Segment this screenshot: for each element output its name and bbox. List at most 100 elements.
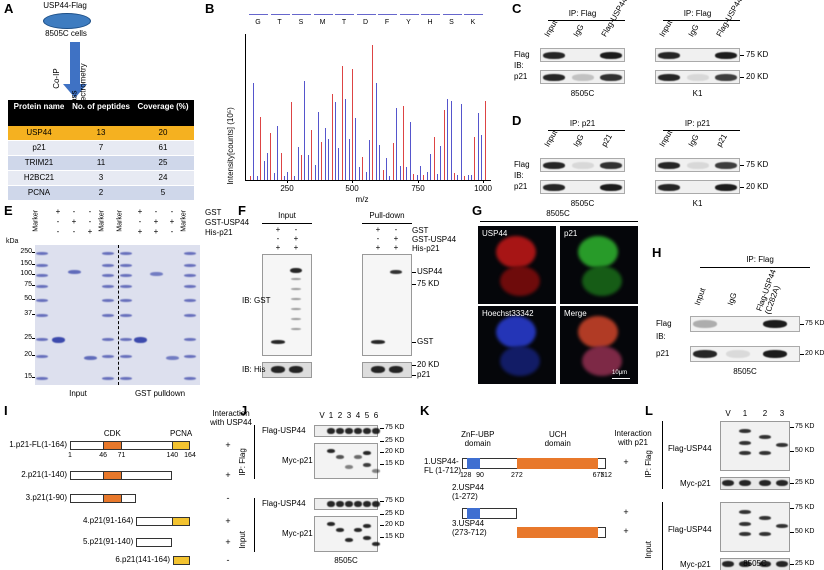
band: [102, 264, 114, 267]
peak: [365, 171, 367, 180]
band: [327, 501, 335, 507]
peak: [406, 167, 408, 180]
band: [289, 366, 303, 373]
label: 10μm: [612, 370, 628, 376]
label: 20: [24, 351, 32, 358]
label: 75 KD: [417, 279, 440, 288]
label: 20 KD: [746, 72, 769, 81]
table-row: [8, 186, 194, 201]
panel-letter: B: [205, 1, 215, 16]
channel-label: Merge: [564, 309, 587, 318]
label: Intensity[counts] (10⁵): [226, 107, 236, 185]
band: [327, 428, 335, 434]
interaction-result: +: [623, 526, 629, 536]
interaction-result: +: [623, 507, 629, 517]
marker-dash: [790, 508, 794, 509]
label: Myc-p21: [680, 560, 711, 569]
domain: [467, 458, 480, 469]
cell: [578, 236, 618, 268]
band: [36, 314, 48, 317]
label: 8505C: [334, 556, 358, 565]
interaction-result: +: [225, 440, 231, 450]
sign: +: [169, 217, 175, 226]
peak: [375, 82, 377, 180]
tick: [32, 299, 35, 300]
lane-label: IgG: [686, 22, 701, 39]
label: UCH domain: [544, 430, 571, 448]
sign: +: [393, 243, 399, 252]
band: [336, 528, 344, 532]
ion-bracket: [292, 14, 311, 15]
peak: [263, 160, 265, 180]
marker-label: 50 KD: [795, 528, 815, 535]
band: [686, 162, 709, 169]
marker-label: 20 KD: [385, 521, 405, 528]
blot: [362, 362, 412, 378]
label: IP: Flag: [238, 448, 248, 476]
panel-letter: I: [4, 403, 8, 418]
band: [120, 299, 132, 302]
peak: [484, 101, 486, 180]
label: 140: [166, 452, 179, 459]
band: [600, 162, 622, 169]
peak: [253, 82, 255, 180]
marker-dash: [790, 427, 794, 428]
label: 15: [24, 373, 32, 380]
table-header-cell: Coverage (%): [137, 102, 189, 111]
residue: H: [427, 19, 433, 26]
band: [291, 288, 301, 290]
band: [102, 314, 114, 317]
label: kDa: [6, 238, 19, 245]
band: [715, 52, 737, 59]
label: His-p21: [412, 244, 440, 253]
label: 28: [463, 472, 472, 479]
label: 8505C: [733, 367, 757, 376]
band: [102, 274, 114, 277]
construct: [136, 538, 173, 547]
lane-label: 6: [373, 411, 379, 420]
label: IP: p21: [684, 119, 711, 128]
tick: [287, 180, 288, 183]
label: 1000: [474, 184, 492, 193]
band: [715, 184, 737, 191]
band: [739, 522, 751, 526]
ip-line: [663, 20, 740, 21]
band: [715, 162, 737, 169]
peak: [250, 176, 251, 180]
peak: [348, 139, 350, 180]
band: [543, 52, 565, 59]
label: USP44: [417, 267, 443, 276]
domain: [173, 556, 190, 565]
label: p21: [656, 349, 670, 358]
band: [336, 455, 344, 459]
band: [184, 338, 196, 341]
band: [120, 314, 132, 317]
bracket: [662, 502, 663, 570]
construct-label: 3.USP44 (273-712): [452, 519, 487, 537]
band: [776, 524, 788, 528]
peak: [420, 165, 421, 180]
band: [389, 366, 403, 373]
table-header-cell: Protein name: [13, 102, 65, 111]
marker-dash: [740, 55, 744, 56]
table-cell: p21: [32, 143, 46, 152]
lane-label: V: [319, 411, 325, 420]
marker-dash: [380, 441, 384, 442]
residue: Y: [406, 19, 411, 26]
table-row: [8, 171, 194, 186]
label: p21: [514, 182, 528, 191]
table-row: [8, 126, 194, 141]
sign: -: [88, 217, 92, 226]
band: [658, 52, 680, 59]
band: [776, 561, 788, 567]
tick: [32, 274, 35, 275]
label: 46: [99, 452, 108, 459]
axis-line: [245, 34, 246, 181]
band: [36, 285, 48, 288]
construct: [462, 508, 517, 519]
tick: [32, 285, 35, 286]
peak: [341, 66, 343, 180]
tick: [483, 180, 484, 183]
panel-letter: K: [420, 403, 430, 418]
residue: T: [341, 19, 347, 26]
